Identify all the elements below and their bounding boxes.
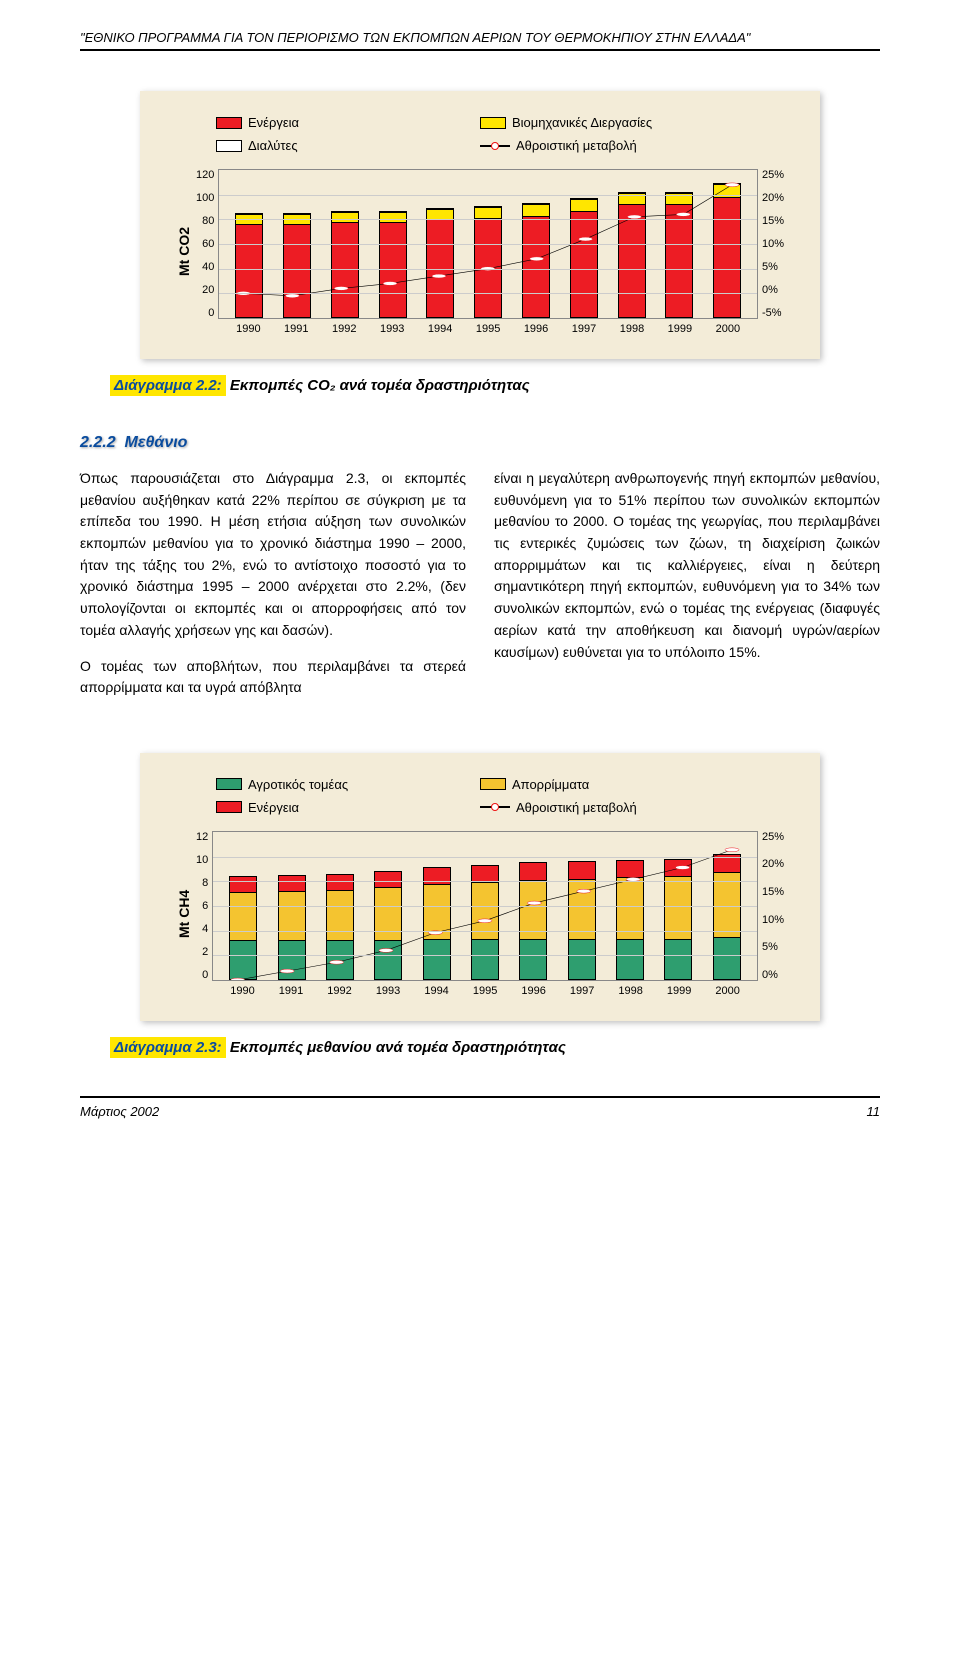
legend-waste: Απορρίμματα xyxy=(480,777,744,792)
legend-energy2: Ενέργεια xyxy=(216,800,480,815)
legend-agri: Αγροτικός τομέας xyxy=(216,777,480,792)
legend-energy: Ενέργεια xyxy=(216,115,480,130)
y-axis-label: Mt CO2 xyxy=(176,169,192,335)
y-left-ticks: 120100806040200 xyxy=(196,169,214,319)
chart2-plot xyxy=(212,831,758,981)
caption-chart1: Διάγραμμα 2.2: Εκπομπές CO₂ ανά τομέα δρ… xyxy=(110,377,850,394)
legend-cumulative: Αθροιστική μεταβολή xyxy=(480,138,744,153)
legend-industrial: Βιομηχανικές Διεργασίες xyxy=(480,115,744,130)
body-left-col: Όπως παρουσιάζεται στο Διάγραμμα 2.3, οι… xyxy=(80,468,466,713)
y-right-ticks2: 25%20%15%10%5%0% xyxy=(762,831,784,981)
body-right-col: είναι η μεγαλύτερη ανθρωπογενής πηγή εκπ… xyxy=(494,468,880,713)
legend-solvents: Διαλύτες xyxy=(216,138,480,153)
x-ticks2: 1990199119921993199419951996199719981999… xyxy=(212,981,758,997)
footer-date: Μάρτιος 2002 xyxy=(80,1104,159,1119)
chart1-plot xyxy=(218,169,758,319)
footer-page: 11 xyxy=(867,1104,881,1119)
page-header: "ΕΘΝΙΚΟ ΠΡΟΓΡΑΜΜΑ ΓΙΑ ΤΟΝ ΠΕΡΙΟΡΙΣΜΟ ΤΩΝ… xyxy=(80,30,880,51)
x-ticks: 1990199119921993199419951996199719981999… xyxy=(218,319,758,335)
chart-ch4: Αγροτικός τομέας Απορρίμματα Ενέργεια Αθ… xyxy=(140,753,820,1021)
y-right-ticks: 25%20%15%10%5%0%-5% xyxy=(762,169,784,319)
y-left-ticks2: 121086420 xyxy=(196,831,208,981)
chart-co2: Ενέργεια Βιομηχανικές Διεργασίες Διαλύτε… xyxy=(140,91,820,359)
legend-cumulative2: Αθροιστική μεταβολή xyxy=(480,800,744,815)
y-axis-label2: Mt CH4 xyxy=(176,831,192,997)
caption-chart2: Διάγραμμα 2.3: Εκπομπές μεθανίου ανά τομ… xyxy=(110,1039,850,1056)
section-heading: 2.2.2 Μεθάνιο xyxy=(80,434,880,452)
